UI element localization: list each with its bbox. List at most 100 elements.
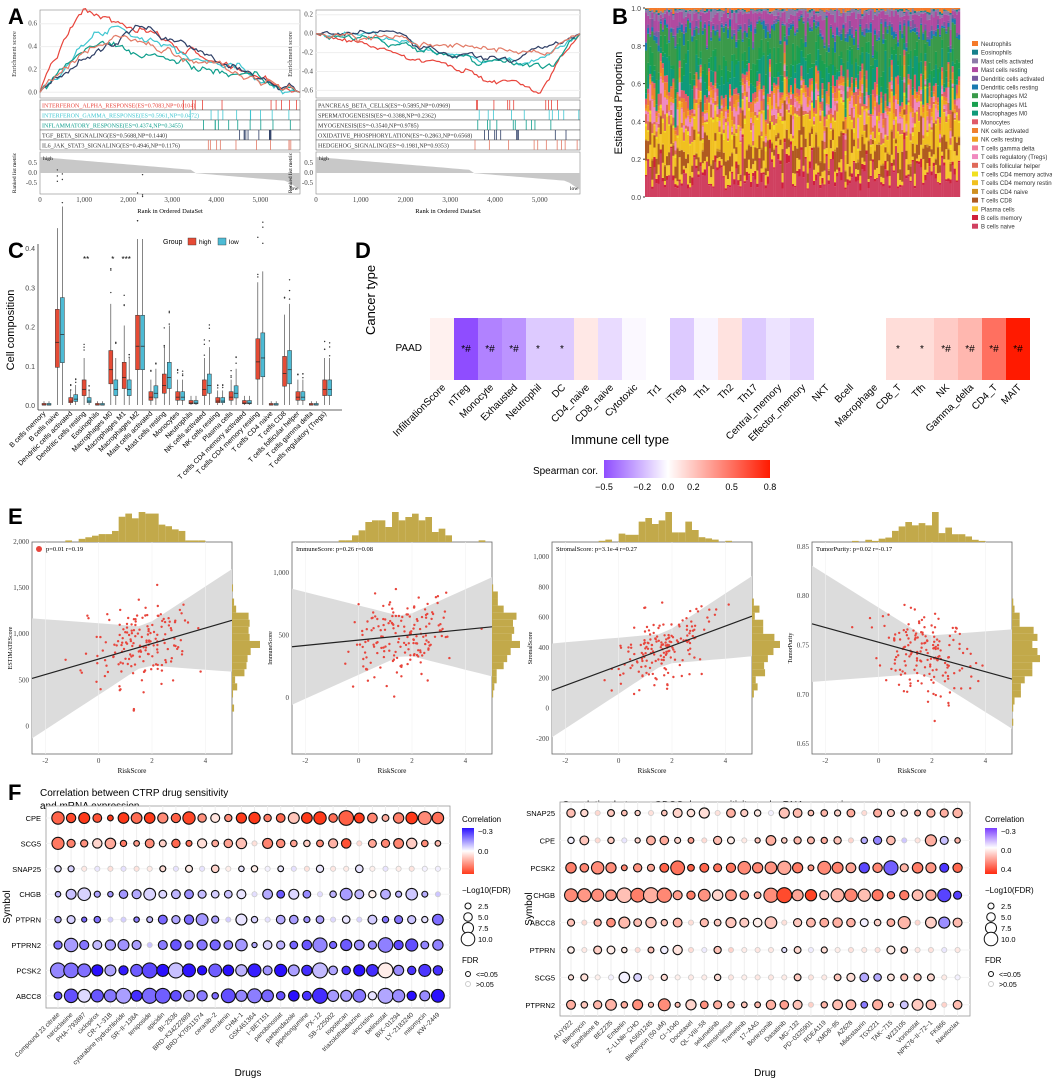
bar-segment bbox=[909, 182, 912, 197]
bar-segment bbox=[873, 82, 877, 98]
bar-segment bbox=[735, 39, 738, 42]
correlation-dot bbox=[130, 812, 143, 824]
bar-segment bbox=[651, 179, 654, 187]
histogram-bar bbox=[1012, 619, 1020, 627]
bar-segment bbox=[779, 44, 782, 63]
bar-segment bbox=[871, 45, 875, 56]
bar-segment bbox=[920, 167, 923, 197]
bar-segment bbox=[936, 24, 940, 29]
data-point bbox=[679, 637, 683, 640]
bar-segment bbox=[857, 114, 860, 118]
bar-segment bbox=[666, 113, 669, 117]
bar-segment bbox=[666, 27, 669, 44]
bar-segment bbox=[739, 85, 742, 108]
bar-segment bbox=[651, 10, 654, 13]
data-point bbox=[915, 657, 919, 660]
bar-segment bbox=[846, 42, 849, 50]
bar-segment bbox=[918, 131, 921, 155]
bar-segment bbox=[926, 144, 929, 148]
bar-segment bbox=[855, 18, 858, 29]
outlier bbox=[110, 269, 112, 271]
bar-segment bbox=[897, 60, 900, 66]
bar-segment bbox=[663, 132, 667, 165]
bar-segment bbox=[861, 52, 864, 64]
bar-segment bbox=[785, 104, 788, 110]
histogram-bar bbox=[492, 662, 504, 670]
bar-segment bbox=[695, 39, 698, 55]
significance-mark: *# bbox=[941, 344, 951, 355]
bar-segment bbox=[720, 11, 723, 17]
bar-segment bbox=[722, 32, 725, 57]
bar-segment bbox=[670, 148, 673, 197]
bar-segment bbox=[930, 107, 933, 113]
bar-segment bbox=[955, 59, 959, 80]
bar-segment bbox=[899, 123, 902, 135]
bar-segment bbox=[712, 98, 715, 103]
xtick-label: 1,000 bbox=[76, 196, 92, 204]
outlier bbox=[230, 369, 232, 372]
bar-segment bbox=[668, 42, 671, 56]
bar-segment bbox=[922, 10, 925, 12]
data-point bbox=[901, 670, 904, 673]
bar-segment bbox=[699, 99, 702, 102]
bar-segment bbox=[787, 109, 791, 113]
bar-segment bbox=[810, 80, 814, 85]
data-point bbox=[406, 607, 409, 610]
bar-segment bbox=[834, 35, 837, 42]
bar-segment bbox=[718, 121, 721, 127]
data-point bbox=[96, 654, 99, 658]
ytick-label: 2,000 bbox=[13, 538, 29, 546]
bar-segment bbox=[687, 131, 690, 135]
bar-segment bbox=[838, 171, 841, 197]
bar-segment bbox=[861, 8, 864, 15]
bar-segment bbox=[907, 85, 910, 101]
bar-segment bbox=[678, 8, 681, 11]
bar-segment bbox=[943, 106, 946, 109]
data-point bbox=[938, 654, 941, 658]
bar-segment bbox=[731, 8, 734, 10]
data-point bbox=[610, 689, 613, 692]
data-point bbox=[169, 660, 173, 663]
bar-segment bbox=[645, 110, 648, 112]
bar-segment bbox=[846, 11, 849, 16]
bar-segment bbox=[815, 174, 818, 181]
bar-segment bbox=[920, 116, 923, 145]
bar-segment bbox=[789, 133, 793, 142]
bar-segment bbox=[716, 31, 719, 71]
bar-segment bbox=[731, 128, 734, 133]
gene-set-label: INTERFERON_GAMMA_RESPONSE(ES=0.5961,NP=0… bbox=[42, 113, 199, 120]
bar-segment bbox=[697, 13, 700, 20]
bar-segment bbox=[859, 66, 862, 72]
bar-segment bbox=[792, 10, 795, 16]
bar-segment bbox=[844, 139, 847, 151]
data-point bbox=[628, 658, 632, 661]
bar-segment bbox=[894, 43, 898, 55]
data-point bbox=[916, 679, 920, 683]
bar-segment bbox=[926, 136, 929, 145]
legend-swatch bbox=[972, 162, 978, 168]
bar-segment bbox=[930, 129, 933, 132]
data-point bbox=[156, 583, 159, 587]
bar-segment bbox=[764, 151, 767, 168]
bar-segment bbox=[787, 113, 791, 139]
bar-segment bbox=[693, 103, 696, 110]
bar-segment bbox=[939, 123, 942, 131]
bar-segment bbox=[647, 141, 650, 154]
legend-swatch bbox=[187, 237, 197, 246]
bar-segment bbox=[689, 84, 692, 110]
bar-segment bbox=[911, 9, 914, 15]
bar-segment bbox=[792, 105, 795, 115]
bar-segment bbox=[930, 149, 933, 157]
correlation-dot bbox=[171, 838, 181, 849]
bar-segment bbox=[670, 146, 673, 149]
bar-segment bbox=[901, 129, 904, 134]
bar-segment bbox=[815, 41, 818, 61]
data-point bbox=[444, 635, 447, 639]
data-point bbox=[921, 631, 924, 634]
bar-segment bbox=[682, 169, 686, 174]
correlation-dot bbox=[144, 838, 155, 849]
histogram-bar bbox=[898, 526, 906, 542]
bar-segment bbox=[859, 150, 862, 151]
bar-segment bbox=[848, 166, 851, 177]
